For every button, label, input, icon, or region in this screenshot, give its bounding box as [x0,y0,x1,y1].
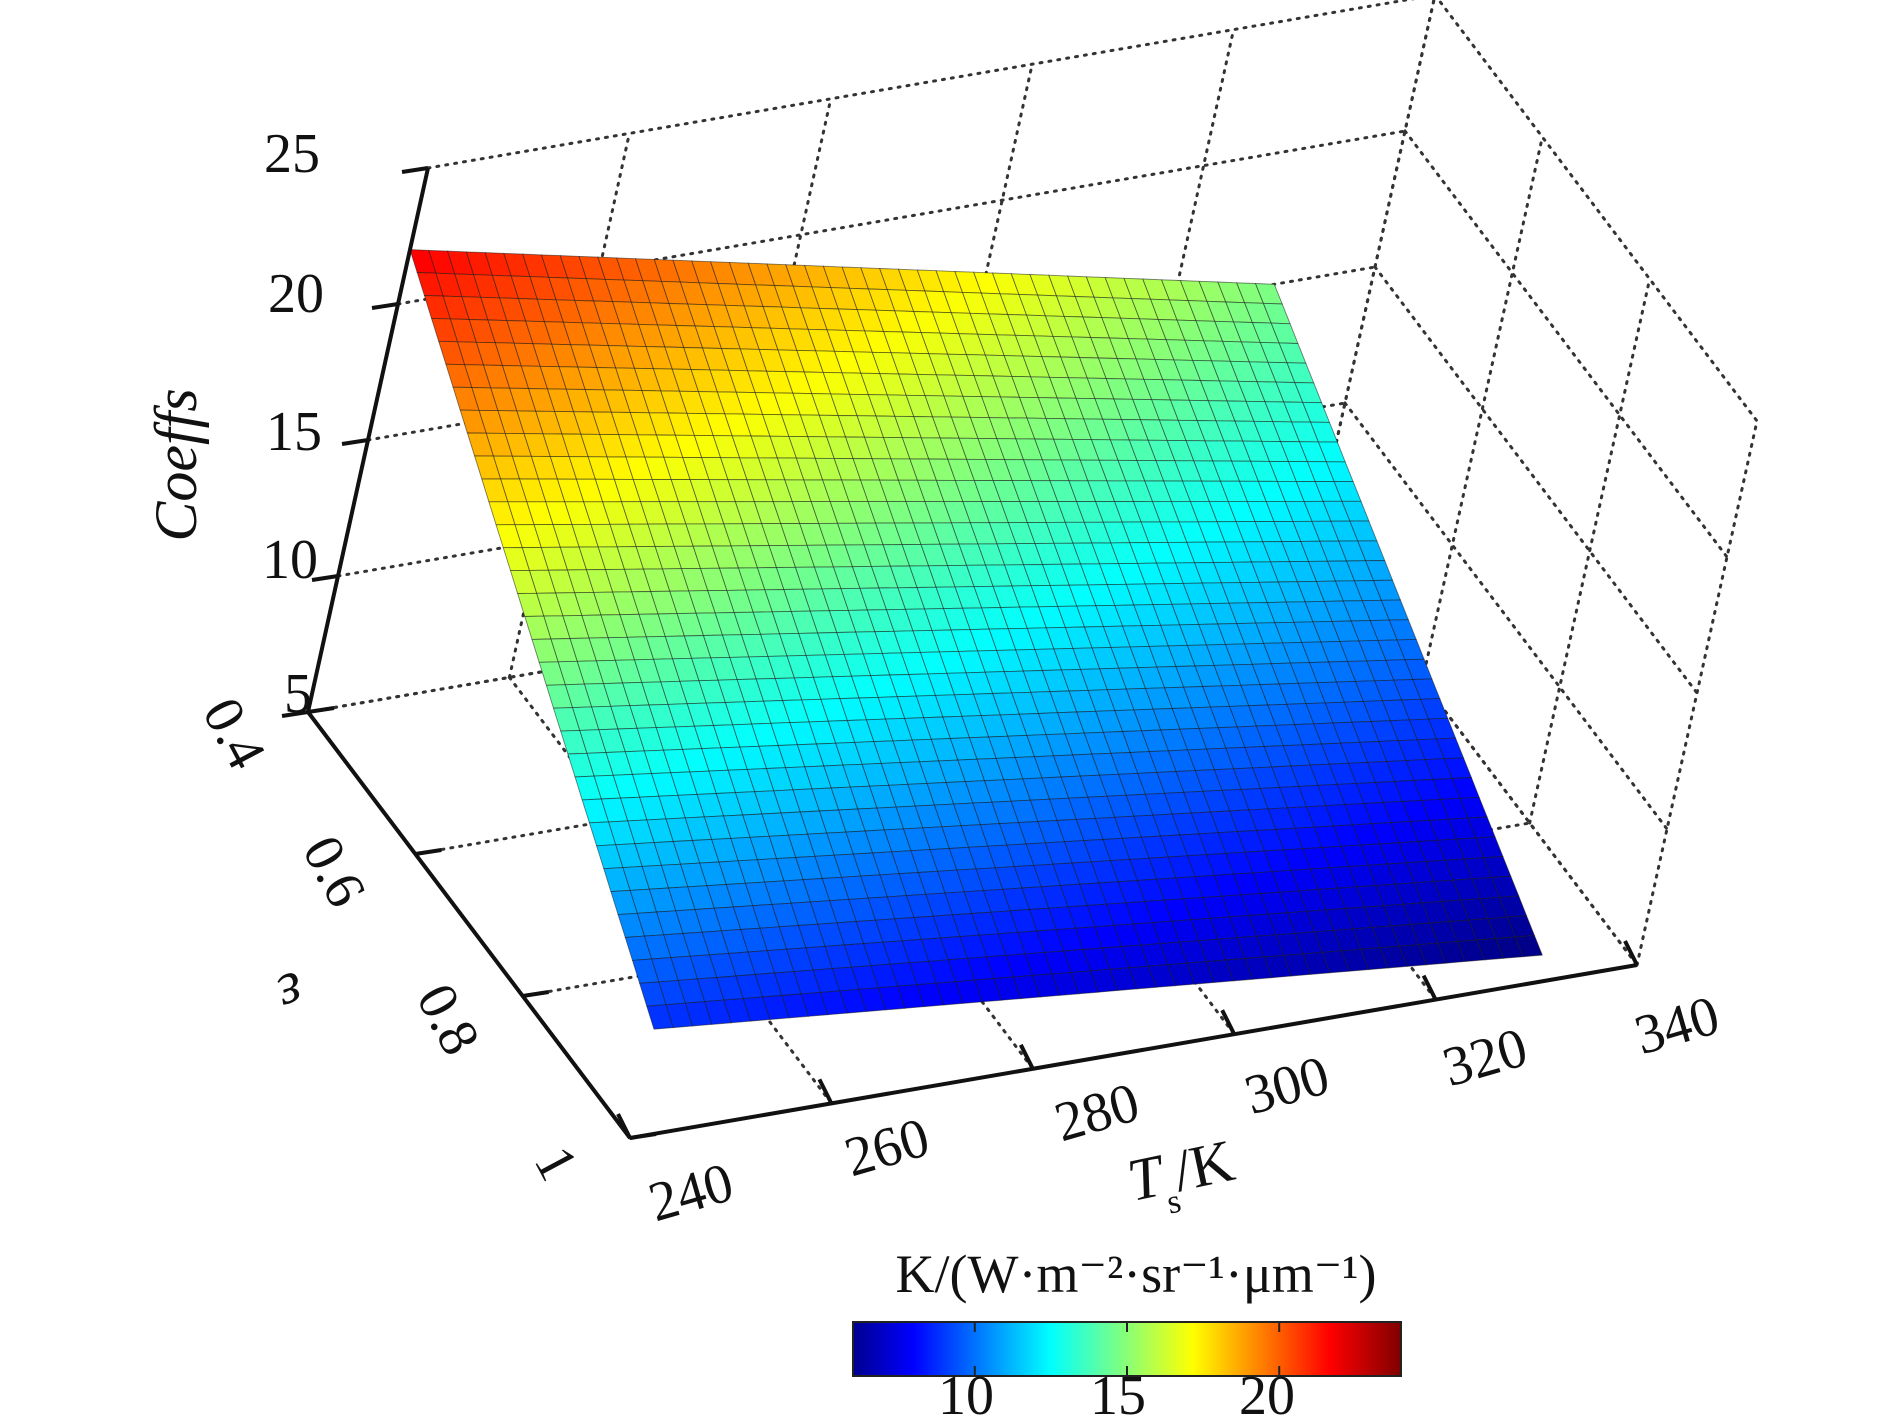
colorbar-tick-label: 20 [1239,1365,1295,1418]
y-tick-label: 0.6 [290,826,378,917]
surface-mesh [409,249,1543,1030]
z-tick-mark [281,710,309,718]
z-tick-mark [401,166,429,174]
grid-line [1403,129,1729,559]
x-axis-label-suffix: /K [1167,1127,1239,1204]
y-tick-label: 1 [522,1137,590,1191]
z-tick-label: 25 [264,123,320,185]
colorbar-ticks [973,1322,1281,1376]
grid-line [1373,265,1699,695]
z-axis-label: Coeffs [143,388,209,541]
x-tick-label: 260 [838,1106,936,1189]
x-tick-mark [1421,974,1438,1001]
x-axis-label: Ts/K [1122,1127,1243,1228]
z-tick-mark [371,302,399,310]
x-tick-mark [1623,940,1639,966]
y-tick-label: 0.4 [190,688,278,779]
grid-line [1343,401,1669,831]
y-tick-label: 0.8 [404,974,492,1065]
axes [281,166,1639,1140]
z-tick-label: 15 [266,401,322,463]
grid-line [1436,0,1759,423]
grid-line [1420,135,1544,683]
grid-line [507,675,833,1105]
colorbar-label: K/(W·m⁻²·sr⁻¹·μm⁻¹) [896,1244,1377,1304]
z-tick-label: 20 [268,263,324,325]
x-tick-label: 340 [1628,984,1726,1067]
surface-patch [1514,934,1543,958]
z-tick-label: 10 [262,529,318,591]
y-tick-mark [522,990,549,998]
y-axis-line [306,710,632,1140]
z-tick-mark [341,438,369,446]
y-tick-mark [415,848,442,856]
x-axis-line [629,963,1638,1140]
x-tick-label: 300 [1238,1044,1336,1127]
colorbar-tick-label: 15 [1090,1365,1146,1418]
y-axis-label: ε [269,959,314,1029]
x-tick-mark [817,1078,834,1105]
grid-line [1528,277,1652,825]
colorbar-tick-label: 10 [938,1365,994,1418]
x-tick-label: 280 [1048,1071,1146,1154]
x-tick-mark [1220,1009,1236,1036]
y-tick-mark [307,706,335,714]
x-axis-label-main: T [1122,1142,1172,1214]
grid-line [413,679,1424,856]
grid-line [306,537,1317,714]
x-tick-label: 240 [642,1151,740,1234]
grid-line [426,0,1415,170]
y-tick-mark [629,1132,657,1140]
x-tick-mark [1019,1043,1035,1070]
x-tick-mark [616,1113,632,1139]
z-tick-mark [311,574,339,582]
grid-line [1635,419,1759,967]
z-tick-label: 5 [284,663,312,725]
x-tick-label: 320 [1436,1016,1534,1099]
